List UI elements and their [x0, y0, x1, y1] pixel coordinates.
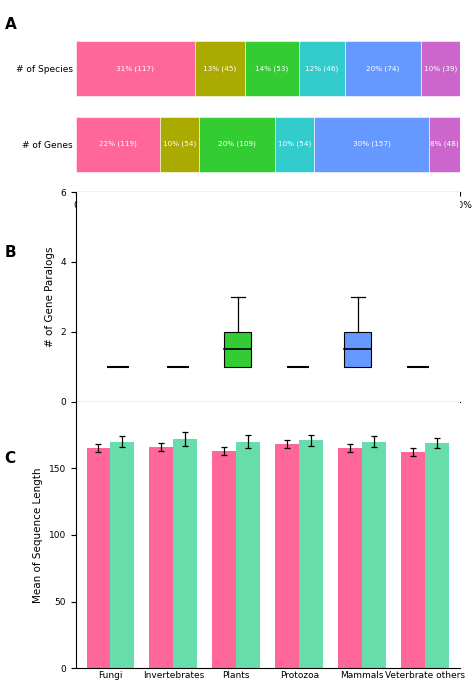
Text: 8% (48): 8% (48) [430, 141, 459, 147]
Bar [314, 116, 429, 172]
Y-axis label: Mean of Sequence Length: Mean of Sequence Length [33, 467, 43, 603]
Text: 10% (39): 10% (39) [424, 65, 457, 72]
Text: 10% (54): 10% (54) [278, 141, 311, 147]
Bar [160, 116, 199, 172]
Bar [344, 332, 371, 367]
Text: Organismal Divisions: Organismal Divisions [206, 257, 330, 267]
Bar [275, 444, 299, 668]
Text: 10% (54): 10% (54) [163, 141, 196, 147]
Bar [421, 41, 460, 96]
Text: 14% (53): 14% (53) [255, 65, 288, 72]
Bar [110, 442, 134, 668]
Bar [299, 41, 345, 96]
Text: C: C [5, 451, 16, 466]
Bar [76, 41, 195, 96]
Text: Organismal Divisions: Organismal Divisions [206, 464, 330, 475]
Bar [401, 452, 425, 668]
Bar [338, 449, 362, 668]
Text: 20% (109): 20% (109) [218, 141, 256, 147]
Text: 13% (45): 13% (45) [203, 65, 237, 72]
Bar [87, 449, 110, 668]
Bar [224, 332, 251, 367]
Bar [199, 116, 275, 172]
Y-axis label: # of Gene Paralogs: # of Gene Paralogs [45, 247, 55, 347]
Text: 30% (157): 30% (157) [353, 141, 391, 147]
Bar [76, 116, 160, 172]
Bar [149, 447, 173, 668]
Bar [245, 41, 299, 96]
Bar [212, 451, 237, 668]
Legend: Fungi, Invertebrates, Plants, Protozoa, Mammals, Vertebrate others: Fungi, Invertebrates, Plants, Protozoa, … [163, 505, 373, 527]
Legend: Fungi, Invertebrates, Plants, Protozoa, Mammals, Vertebrate others: Fungi, Invertebrates, Plants, Protozoa, … [163, 289, 373, 311]
Text: 12% (46): 12% (46) [305, 65, 338, 72]
Bar [173, 439, 197, 668]
Bar [425, 443, 449, 668]
Text: A: A [5, 17, 17, 32]
Text: 20% (74): 20% (74) [366, 65, 400, 72]
Bar [299, 440, 323, 668]
Bar [195, 41, 245, 96]
Bar [275, 116, 314, 172]
Text: 22% (119): 22% (119) [99, 141, 137, 147]
Bar [362, 442, 386, 668]
Text: 31% (117): 31% (117) [117, 65, 155, 72]
Text: B: B [5, 245, 17, 260]
Bar [345, 41, 421, 96]
Bar [237, 442, 260, 668]
Bar [429, 116, 460, 172]
